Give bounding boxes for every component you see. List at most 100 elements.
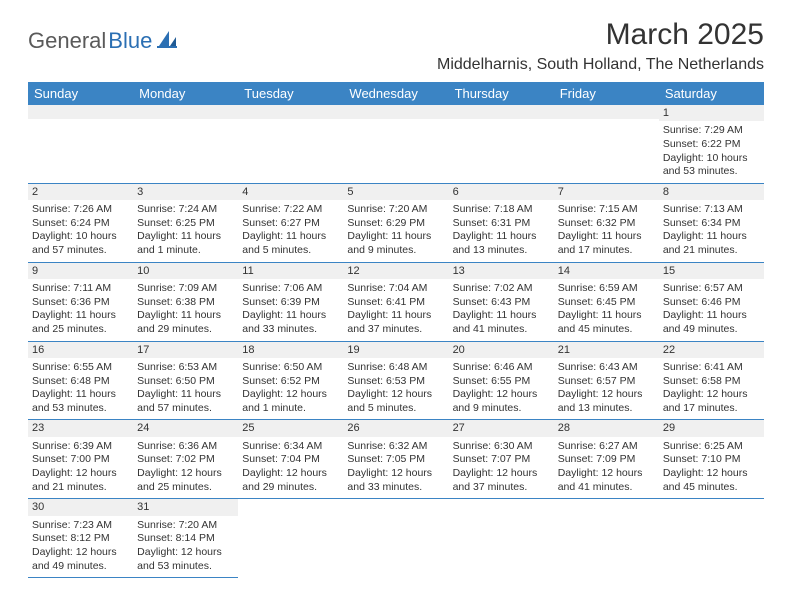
day-number: 17 [133, 342, 238, 358]
sunrise-text: Sunrise: 6:34 AM [242, 440, 339, 454]
day-number: 23 [28, 420, 133, 436]
calendar-day-cell: 26Sunrise: 6:32 AMSunset: 7:05 PMDayligh… [343, 420, 448, 499]
day-number: 9 [28, 263, 133, 279]
calendar-day-cell: 8 Sunrise: 7:13 AMSunset: 6:34 PMDaylight… [659, 183, 764, 262]
logo-text-blue: Blue [108, 28, 152, 54]
page-header: General Blue March 2025 Middelharnis, So… [28, 18, 764, 74]
daylight-text: Daylight: 11 hours and 53 minutes. [32, 388, 129, 415]
sunset-text: Sunset: 6:34 PM [663, 217, 760, 231]
calendar-empty-cell [238, 499, 343, 578]
sunset-text: Sunset: 6:45 PM [558, 296, 655, 310]
day-number: 13 [449, 263, 554, 279]
calendar-empty-cell [238, 105, 343, 183]
day-details: Sunrise: 6:32 AMSunset: 7:05 PMDaylight:… [347, 439, 444, 495]
sunset-text: Sunset: 6:39 PM [242, 296, 339, 310]
daylight-text: Daylight: 12 hours and 53 minutes. [137, 546, 234, 573]
day-details: Sunrise: 6:27 AMSunset: 7:09 PMDaylight:… [558, 439, 655, 495]
weekday-header: Saturday [659, 82, 764, 105]
daylight-text: Daylight: 12 hours and 21 minutes. [32, 467, 129, 494]
calendar-empty-cell [449, 499, 554, 578]
sunset-text: Sunset: 6:52 PM [242, 375, 339, 389]
sunrise-text: Sunrise: 6:30 AM [453, 440, 550, 454]
sunrise-text: Sunrise: 7:22 AM [242, 203, 339, 217]
weekday-header: Monday [133, 82, 238, 105]
sunset-text: Sunset: 6:48 PM [32, 375, 129, 389]
day-details: Sunrise: 7:06 AMSunset: 6:39 PMDaylight:… [242, 281, 339, 337]
sunrise-text: Sunrise: 6:50 AM [242, 361, 339, 375]
sunrise-text: Sunrise: 7:24 AM [137, 203, 234, 217]
calendar-empty-cell [659, 499, 764, 578]
day-number: 30 [28, 499, 133, 515]
day-details: Sunrise: 6:25 AMSunset: 7:10 PMDaylight:… [663, 439, 760, 495]
day-details: Sunrise: 6:36 AMSunset: 7:02 PMDaylight:… [137, 439, 234, 495]
daylight-text: Daylight: 11 hours and 1 minute. [137, 230, 234, 257]
calendar-day-cell: 13Sunrise: 7:02 AMSunset: 6:43 PMDayligh… [449, 262, 554, 341]
sunset-text: Sunset: 6:53 PM [347, 375, 444, 389]
sunset-text: Sunset: 7:02 PM [137, 453, 234, 467]
calendar-week-row: 1Sunrise: 7:29 AMSunset: 6:22 PMDaylight… [28, 105, 764, 183]
daylight-text: Daylight: 11 hours and 21 minutes. [663, 230, 760, 257]
daylight-text: Daylight: 12 hours and 1 minute. [242, 388, 339, 415]
day-details: Sunrise: 7:20 AMSunset: 6:29 PMDaylight:… [347, 202, 444, 258]
sunrise-text: Sunrise: 7:26 AM [32, 203, 129, 217]
day-details: Sunrise: 7:29 AMSunset: 6:22 PMDaylight:… [663, 123, 760, 179]
daylight-text: Daylight: 11 hours and 49 minutes. [663, 309, 760, 336]
sunrise-text: Sunrise: 6:59 AM [558, 282, 655, 296]
calendar-day-cell: 9Sunrise: 7:11 AMSunset: 6:36 PMDaylight… [28, 262, 133, 341]
sunrise-text: Sunrise: 6:57 AM [663, 282, 760, 296]
sunrise-text: Sunrise: 7:23 AM [32, 519, 129, 533]
sunrise-text: Sunrise: 6:25 AM [663, 440, 760, 454]
sunset-text: Sunset: 7:05 PM [347, 453, 444, 467]
day-details: Sunrise: 6:59 AMSunset: 6:45 PMDaylight:… [558, 281, 655, 337]
sunset-text: Sunset: 7:07 PM [453, 453, 550, 467]
sunrise-text: Sunrise: 7:13 AM [663, 203, 760, 217]
daylight-text: Daylight: 11 hours and 9 minutes. [347, 230, 444, 257]
title-block: March 2025 Middelharnis, South Holland, … [437, 18, 764, 74]
day-number: 28 [554, 420, 659, 436]
daylight-text: Daylight: 12 hours and 17 minutes. [663, 388, 760, 415]
calendar-day-cell: 28 Sunrise: 6:27 AMSunset: 7:09 PMDayligh… [554, 420, 659, 499]
day-number: 25 [238, 420, 343, 436]
calendar-empty-cell [133, 105, 238, 183]
day-number: 19 [343, 342, 448, 358]
calendar-day-cell: 14Sunrise: 6:59 AMSunset: 6:45 PMDayligh… [554, 262, 659, 341]
calendar-day-cell: 25Sunrise: 6:34 AMSunset: 7:04 PMDayligh… [238, 420, 343, 499]
sunset-text: Sunset: 7:09 PM [558, 453, 655, 467]
day-number: 10 [133, 263, 238, 279]
calendar-empty-cell [449, 105, 554, 183]
location-subtitle: Middelharnis, South Holland, The Netherl… [437, 56, 764, 74]
day-details: Sunrise: 6:39 AMSunset: 7:00 PMDaylight:… [32, 439, 129, 495]
daylight-text: Daylight: 12 hours and 33 minutes. [347, 467, 444, 494]
logo: General Blue [28, 28, 178, 54]
daylight-text: Daylight: 12 hours and 49 minutes. [32, 546, 129, 573]
day-number: 29 [659, 420, 764, 436]
calendar-day-cell: 20 Sunrise: 6:46 AMSunset: 6:55 PMDayligh… [449, 341, 554, 420]
sunset-text: Sunset: 6:41 PM [347, 296, 444, 310]
calendar-day-cell: 23 Sunrise: 6:39 AMSunset: 7:00 PMDayligh… [28, 420, 133, 499]
calendar-week-row: 16Sunrise: 6:55 AMSunset: 6:48 PMDayligh… [28, 341, 764, 420]
daylight-text: Daylight: 12 hours and 37 minutes. [453, 467, 550, 494]
day-number: 27 [449, 420, 554, 436]
day-details: Sunrise: 6:57 AMSunset: 6:46 PMDaylight:… [663, 281, 760, 337]
daylight-text: Daylight: 10 hours and 53 minutes. [663, 152, 760, 179]
sunset-text: Sunset: 7:00 PM [32, 453, 129, 467]
daylight-text: Daylight: 11 hours and 5 minutes. [242, 230, 339, 257]
day-number: 2 [28, 184, 133, 200]
day-details: Sunrise: 6:43 AMSunset: 6:57 PMDaylight:… [558, 360, 655, 416]
day-details: Sunrise: 6:46 AMSunset: 6:55 PMDaylight:… [453, 360, 550, 416]
day-details: Sunrise: 7:09 AMSunset: 6:38 PMDaylight:… [137, 281, 234, 337]
day-number: 20 [449, 342, 554, 358]
sunrise-text: Sunrise: 6:32 AM [347, 440, 444, 454]
weekday-header: Thursday [449, 82, 554, 105]
sunset-text: Sunset: 6:58 PM [663, 375, 760, 389]
sunrise-text: Sunrise: 7:02 AM [453, 282, 550, 296]
empty-day-strip [133, 105, 238, 119]
daylight-text: Daylight: 12 hours and 41 minutes. [558, 467, 655, 494]
daylight-text: Daylight: 11 hours and 13 minutes. [453, 230, 550, 257]
day-number: 12 [343, 263, 448, 279]
daylight-text: Daylight: 11 hours and 25 minutes. [32, 309, 129, 336]
calendar-day-cell: 11Sunrise: 7:06 AMSunset: 6:39 PMDayligh… [238, 262, 343, 341]
day-number: 8 [659, 184, 764, 200]
sunset-text: Sunset: 6:29 PM [347, 217, 444, 231]
empty-day-strip [238, 105, 343, 119]
